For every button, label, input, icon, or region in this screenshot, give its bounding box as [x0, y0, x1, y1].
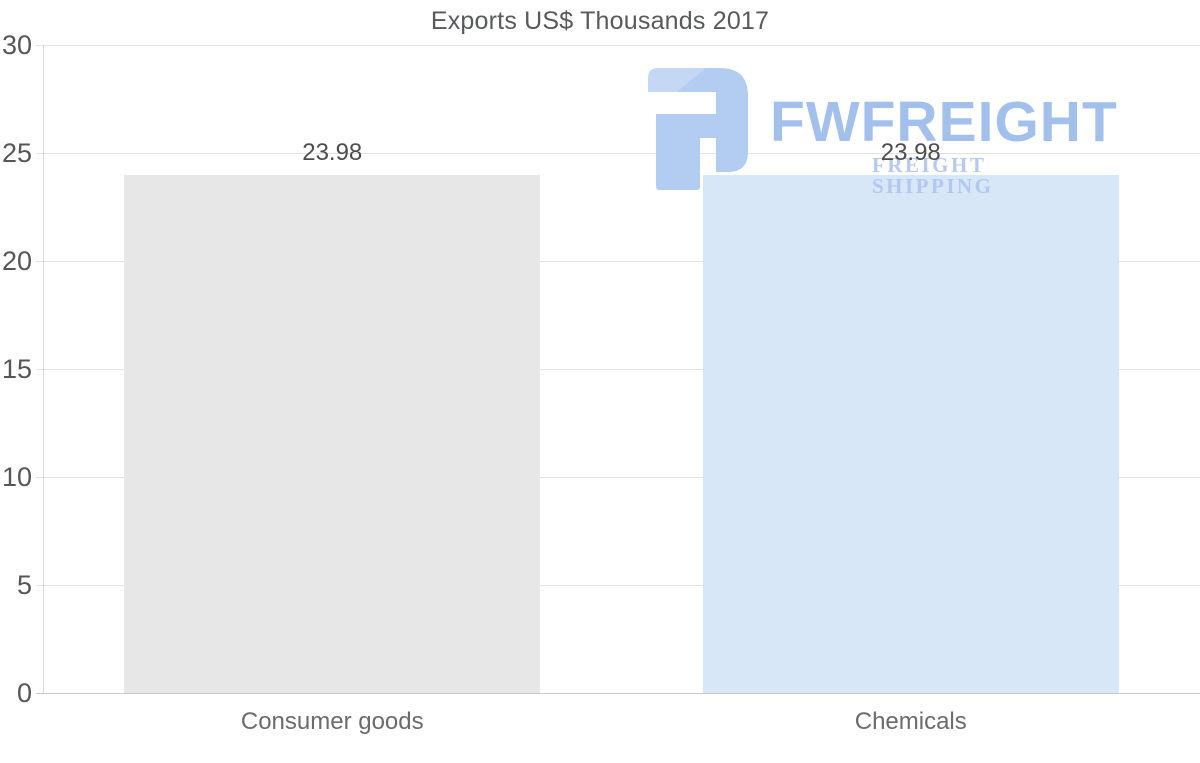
y-axis-tick-label: 10	[1, 462, 32, 492]
y-axis-tick-label: 25	[1, 138, 32, 168]
y-axis-tick-label: 20	[1, 246, 32, 276]
bar-chemicals	[702, 175, 1119, 693]
gridline-y10	[36, 477, 1200, 478]
y-axis-tick-label: 15	[1, 354, 32, 384]
fwfreight-logo-icon	[648, 68, 748, 190]
gridline-y30	[36, 45, 1200, 46]
x-axis-category-label: Consumer goods	[240, 708, 424, 735]
y-axis-tick-label: 30	[1, 30, 32, 60]
chart-title: Exports US$ Thousands 2017	[430, 7, 770, 35]
watermark-brand-text: FWFREIGHT	[770, 90, 1118, 154]
gridline-y20	[36, 261, 1200, 262]
bar-consumer-goods	[124, 175, 541, 693]
gridline-y25	[36, 153, 1200, 154]
y-axis-tick-label: 5	[16, 570, 32, 600]
y-axis-tick-label: 0	[16, 678, 32, 708]
watermark-tagline-text: FREIGHT SHIPPING	[872, 153, 994, 198]
bar-value-label: 23.98	[302, 139, 363, 167]
x-axis-category-label: Chemicals	[854, 708, 967, 735]
gridline-y0	[36, 693, 1200, 694]
y-axis-line	[43, 45, 44, 693]
gridline-y5	[36, 585, 1200, 586]
gridline-y15	[36, 369, 1200, 370]
bar-value-label: 23.98	[880, 139, 941, 167]
